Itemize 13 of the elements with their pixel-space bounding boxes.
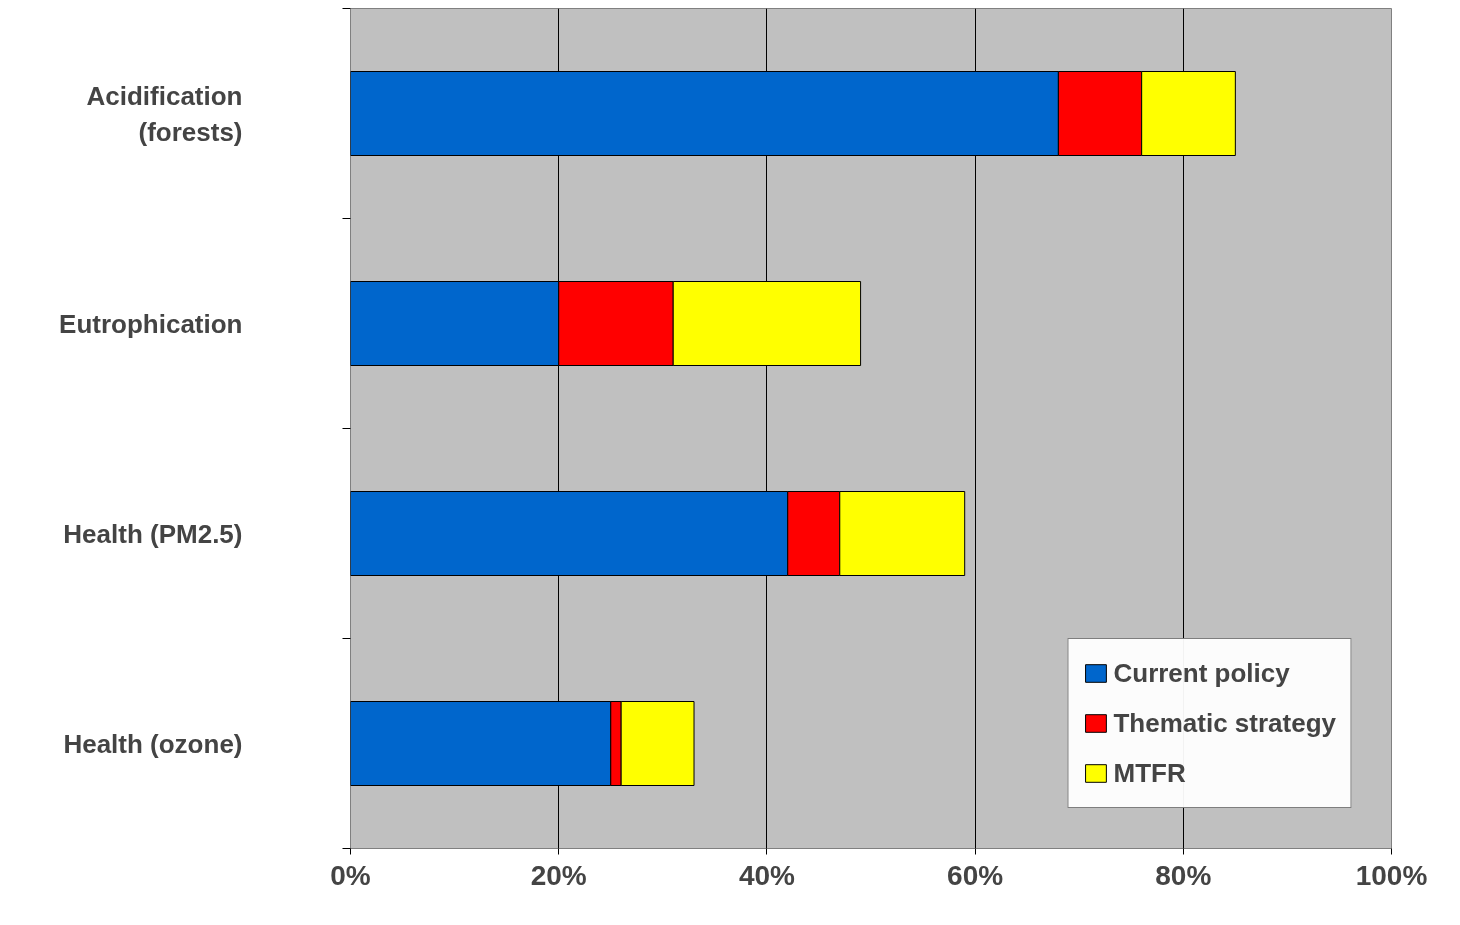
x-tick-label: 100% [1355,859,1428,891]
y-tick-label: Health (PM2.5) [63,518,243,549]
y-tick-label: Health (ozone) [63,728,243,759]
x-tick-label: 80% [1155,859,1212,891]
x-tick-label: 0% [330,859,371,891]
x-tick-label: 40% [738,859,796,891]
legend-label: Current policy [1113,656,1290,690]
legend-label: MTFR [1113,756,1186,790]
x-tick-label: 60% [947,859,1004,891]
y-tick-label: Eutrophication [59,308,243,339]
x-tick-label: 20% [530,859,587,891]
legend-label: Thematic strategy [1113,706,1336,740]
y-tick-label: Acidification (forests) [86,80,243,147]
